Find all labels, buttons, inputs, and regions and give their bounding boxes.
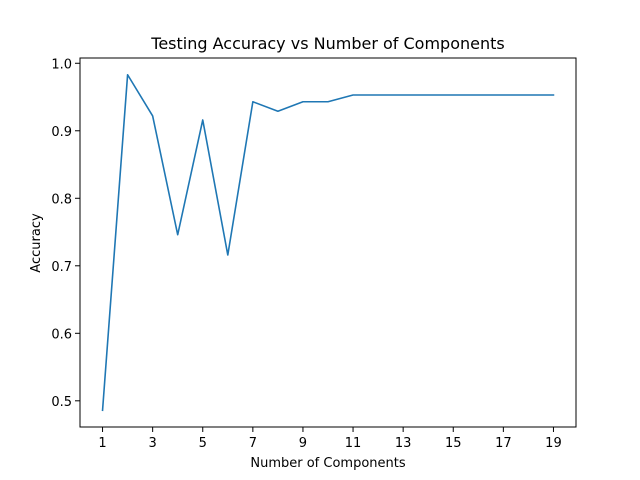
x-axis-ticks: 1 3 5 7 9 11 13 15 17 19 xyxy=(98,427,562,451)
y-tick-label: 0.8 xyxy=(51,192,72,207)
x-tick-label: 15 xyxy=(445,436,462,451)
y-tick-label: 0.6 xyxy=(51,327,72,342)
plot-area: 1 3 5 7 9 11 13 15 17 19 0.50.60.70.80.91.0 xyxy=(51,57,577,451)
x-tick-label: 1 xyxy=(98,436,106,451)
x-tick-label: 13 xyxy=(395,436,412,451)
x-tick-label: 11 xyxy=(345,436,362,451)
y-tick-label: 0.5 xyxy=(51,395,72,410)
y-tick-label: 1.0 xyxy=(51,57,72,72)
x-tick-label: 17 xyxy=(495,436,512,451)
series-group xyxy=(101,73,555,412)
y-axis-label: Accuracy xyxy=(29,213,44,273)
y-tick-label: 0.7 xyxy=(51,260,72,275)
x-tick-label: 5 xyxy=(199,436,207,451)
x-tick-label: 3 xyxy=(149,436,157,451)
y-tick-label: 0.9 xyxy=(51,125,72,140)
x-tick-label: 9 xyxy=(299,436,307,451)
axes-frame xyxy=(79,57,577,428)
x-tick-label: 19 xyxy=(545,436,562,451)
x-tick-label: 7 xyxy=(249,436,257,451)
chart-title: Testing Accuracy vs Number of Components xyxy=(150,34,504,53)
series-line xyxy=(101,73,555,412)
y-axis-ticks: 0.5 0.6 0.7 0.8 0.9 1.0 xyxy=(51,57,80,410)
x-axis-label: Number of Components xyxy=(250,456,405,471)
